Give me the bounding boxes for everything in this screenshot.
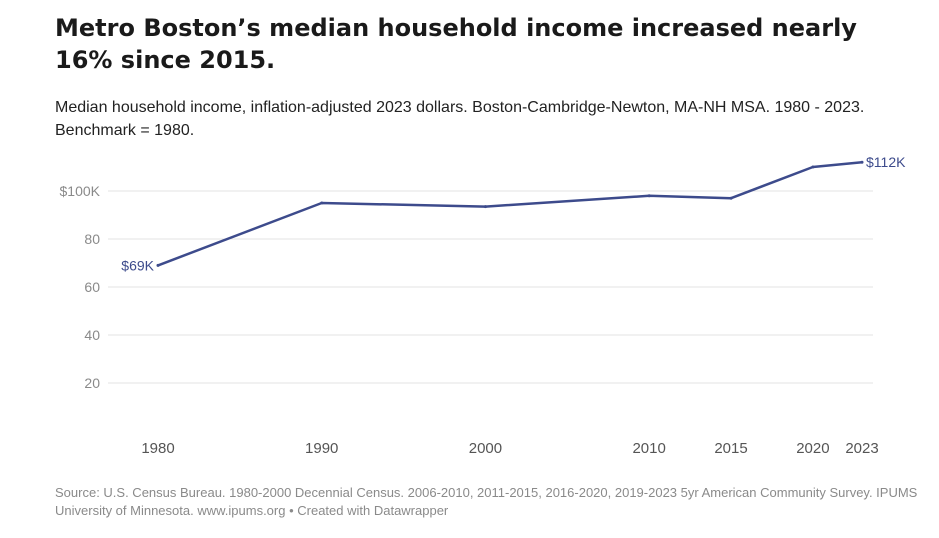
y-tick-label: 40 bbox=[84, 327, 100, 343]
annotations: $69K $112K bbox=[121, 154, 906, 273]
chart-subtitle: Median household income, inflation-adjus… bbox=[55, 99, 865, 139]
data-point bbox=[811, 165, 815, 169]
data-point bbox=[320, 201, 324, 205]
x-tick-label: 1990 bbox=[305, 440, 338, 457]
x-axis-ticks: 1980 1990 2000 2010 2015 2020 2023 bbox=[141, 440, 878, 457]
data-point bbox=[156, 263, 160, 267]
data-point bbox=[729, 196, 733, 200]
x-tick-label: 2015 bbox=[714, 440, 747, 457]
series-line bbox=[156, 160, 864, 267]
data-point bbox=[647, 194, 651, 198]
series-layer bbox=[156, 160, 864, 267]
x-tick-label: 2000 bbox=[469, 440, 502, 457]
data-point bbox=[483, 205, 487, 209]
y-tick-label: 60 bbox=[84, 279, 100, 295]
source-note: Source: U.S. Census Bureau. 1980-2000 De… bbox=[55, 485, 918, 518]
y-tick-label: 80 bbox=[84, 231, 100, 247]
x-tick-label: 2010 bbox=[632, 440, 665, 457]
data-point bbox=[860, 160, 864, 164]
x-tick-label: 1980 bbox=[141, 440, 174, 457]
chart-title: Metro Boston’s median household income i… bbox=[55, 14, 857, 74]
grid-lines bbox=[108, 190, 873, 384]
data-label: $69K bbox=[121, 257, 154, 273]
y-tick-label: $100K bbox=[60, 183, 101, 199]
x-tick-label: 2023 bbox=[845, 440, 878, 457]
y-axis-ticks: $100K 80 60 40 20 bbox=[60, 183, 101, 391]
data-label: $112K bbox=[866, 154, 906, 170]
x-tick-label: 2020 bbox=[796, 440, 829, 457]
y-tick-label: 20 bbox=[84, 375, 100, 391]
